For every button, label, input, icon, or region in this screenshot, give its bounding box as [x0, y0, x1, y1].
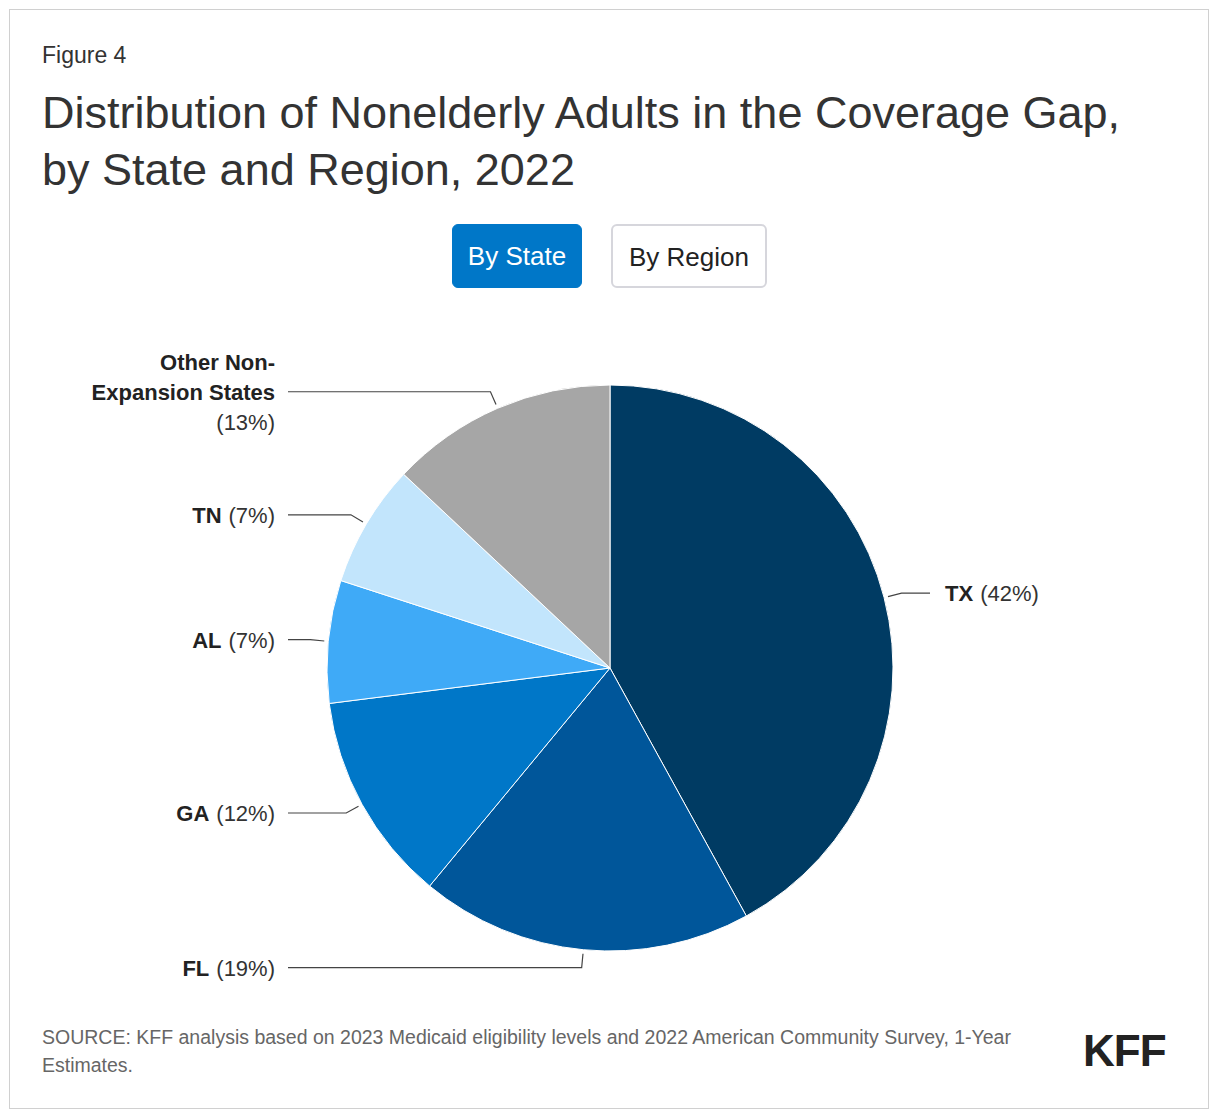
- slice-label: AL (7%): [192, 628, 275, 653]
- category-label: TX: [945, 581, 973, 606]
- leader-line: [288, 806, 358, 813]
- value-label: (7%): [229, 628, 275, 653]
- leader-line: [288, 954, 583, 968]
- slice-label: TX (42%): [945, 581, 1039, 606]
- category-label: FL: [182, 956, 209, 981]
- labels: TX (42%) FL (19%) GA (12%) AL (7%) TN (7%) Other N…: [92, 350, 1039, 981]
- leader-line: [288, 515, 363, 522]
- value-label: (7%): [229, 503, 275, 528]
- leader-line: [288, 640, 324, 641]
- category-label: TN: [192, 503, 221, 528]
- chart: TX (42%) FL (19%) GA (12%) AL (7%) TN (7%) Other N…: [0, 0, 1220, 1120]
- value-label: (19%): [216, 956, 275, 981]
- category-label: Other Non-Expansion States: [92, 350, 275, 405]
- figure-label: Figure 4: [42, 42, 126, 69]
- slices: [327, 385, 893, 951]
- slice-label: FL (19%): [182, 956, 275, 981]
- leader-line: [288, 392, 496, 405]
- pie-slice: [404, 385, 610, 668]
- category-label: GA: [176, 801, 209, 826]
- value-label: (13%): [216, 410, 275, 435]
- slice-label: GA (12%): [176, 801, 275, 826]
- source-note: SOURCE: KFF analysis based on 2023 Medic…: [42, 1023, 1077, 1079]
- slice-label: TN (7%): [192, 503, 275, 528]
- value-label: (12%): [216, 801, 275, 826]
- leader-line: [888, 593, 930, 596]
- toggle-button[interactable]: By Region: [611, 224, 767, 288]
- toggle-button[interactable]: By State: [452, 224, 582, 288]
- title: Distribution of Nonelderly Adults in the…: [42, 84, 1152, 198]
- slice-label: Other Non-Expansion States (13%): [92, 350, 275, 435]
- value-label: (42%): [980, 581, 1039, 606]
- pie-slice: [329, 668, 610, 886]
- category-label: AL: [192, 628, 221, 653]
- logo: KFF: [1083, 1026, 1166, 1076]
